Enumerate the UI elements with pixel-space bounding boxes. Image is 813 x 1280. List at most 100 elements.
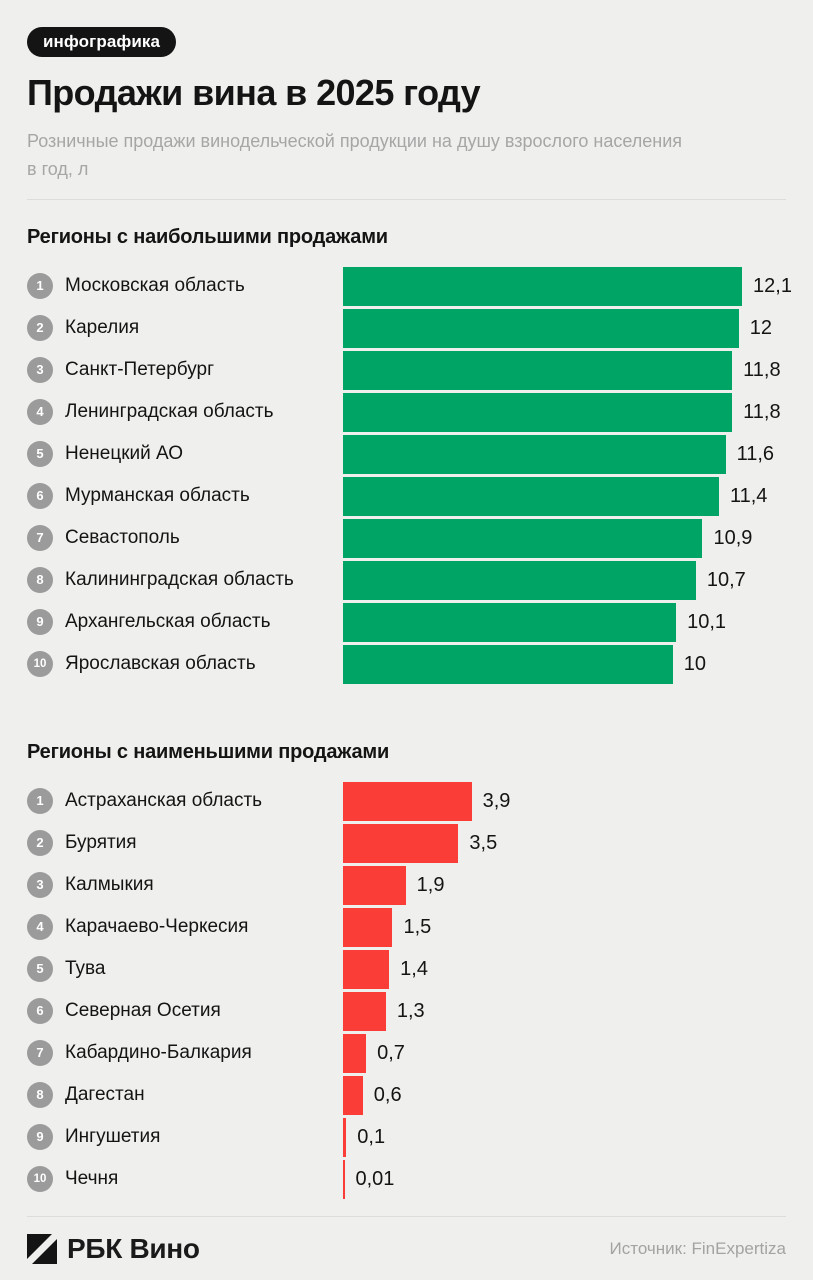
bar: [343, 602, 677, 642]
region-label: Кабардино-Балкария: [65, 1042, 252, 1063]
bar: [343, 266, 743, 306]
bar: [343, 1159, 345, 1199]
infographic-badge-label: инфографика: [43, 32, 161, 51]
rank-badge: 9: [27, 609, 53, 635]
value-label: 11,8: [743, 400, 781, 423]
rank-badge: 1: [27, 788, 53, 814]
value-label: 12,1: [753, 274, 792, 297]
rank-badge: 3: [27, 357, 53, 383]
rank-badge: 4: [27, 914, 53, 940]
chart-row: 3 Калмыкия 1,9: [27, 864, 786, 906]
header-divider: [27, 199, 786, 200]
rank-badge: 7: [27, 1040, 53, 1066]
rank-badge: 8: [27, 567, 53, 593]
bar: [343, 644, 673, 684]
bar: [343, 823, 459, 863]
bottom-regions-heading: Регионы с наименьшими продажами: [27, 741, 390, 763]
footer: РБК Вино Источник: FinExpertiza: [27, 1233, 786, 1265]
chart-row: 1 Московская область 12,1: [27, 265, 792, 307]
brand-name: РБК Вино: [67, 1233, 200, 1264]
value-label: 1,3: [396, 999, 425, 1022]
value-label: 1,5: [403, 915, 432, 938]
chart-row: 3 Санкт-Петербург 11,8: [27, 349, 786, 391]
rank-badge: 6: [27, 998, 53, 1024]
bar: [343, 434, 726, 474]
rank-badge: 10: [27, 651, 53, 677]
value-label: 10,9: [713, 526, 753, 549]
bar: [343, 1033, 367, 1073]
value-label: 3,5: [469, 831, 498, 854]
region-label: Карелия: [65, 317, 140, 338]
rank-badge: 10: [27, 1166, 53, 1192]
region-label: Калининградская область: [65, 569, 294, 590]
value-label: 0,6: [373, 1083, 402, 1106]
value-label: 10,7: [706, 568, 746, 591]
region-label: Мурманская область: [65, 485, 250, 506]
footer-divider: [27, 1216, 786, 1217]
rank-badge: 9: [27, 1124, 53, 1150]
region-label: Калмыкия: [65, 874, 154, 895]
value-label: 11,4: [729, 484, 768, 507]
bar: [343, 991, 386, 1031]
chart-row: 4 Ленинградская область 11,8: [27, 391, 786, 433]
chart-row: 5 Ненецкий АО 11,6: [27, 433, 786, 475]
chart-row: 2 Бурятия 3,5: [27, 822, 786, 864]
region-label: Тува: [65, 958, 106, 979]
value-label: 11,6: [736, 442, 775, 465]
top-regions-heading: Регионы с наибольшими продажами: [27, 226, 388, 248]
bar: [343, 308, 739, 348]
chart-row: 9 Архангельская область 10,1: [27, 601, 786, 643]
bar: [343, 518, 703, 558]
infographic-badge: инфографика: [27, 27, 177, 57]
brand: РБК Вино: [27, 1233, 200, 1265]
chart-row: 9 Ингушетия 0,1: [27, 1116, 786, 1158]
region-label: Ненецкий АО: [65, 443, 184, 464]
chart-row: 7 Севастополь 10,9: [27, 517, 786, 559]
rank-badge: 2: [27, 830, 53, 856]
rbc-logo-icon: [27, 1234, 57, 1264]
rank-badge: 5: [27, 441, 53, 467]
chart-row: 8 Дагестан 0,6: [27, 1074, 786, 1116]
value-label: 11,8: [743, 358, 781, 381]
subtitle-line-1: Розничные продажи винодельческой продукц…: [27, 131, 683, 151]
rank-badge: 6: [27, 483, 53, 509]
bar: [343, 781, 472, 821]
region-label: Ленинградская область: [65, 401, 274, 422]
bar: [343, 560, 696, 600]
chart-row: 8 Калининградская область 10,7: [27, 559, 786, 601]
bottom-regions-chart: 1 Астраханская область 3,9 2 Бурятия 3,5…: [27, 780, 786, 1200]
value-label: 1,4: [400, 957, 428, 980]
value-label: 10: [683, 652, 707, 675]
bar: [343, 392, 733, 432]
bar: [343, 1117, 347, 1157]
region-label: Северная Осетия: [65, 1000, 221, 1021]
chart-row: 5 Тува 1,4: [27, 948, 786, 990]
bar: [343, 907, 393, 947]
chart-row: 6 Северная Осетия 1,3: [27, 990, 786, 1032]
rank-badge: 4: [27, 399, 53, 425]
region-label: Севастополь: [65, 527, 180, 548]
chart-row: 4 Карачаево-Черкесия 1,5: [27, 906, 786, 948]
chart-row: 1 Астраханская область 3,9: [27, 780, 786, 822]
value-label: 12: [749, 316, 772, 339]
chart-row: 2 Карелия 12: [27, 307, 786, 349]
value-label: 0,1: [357, 1125, 386, 1148]
bar: [343, 865, 406, 905]
region-label: Карачаево-Черкесия: [65, 916, 249, 937]
subtitle-line-2: в год, л: [27, 159, 89, 179]
value-label: 1,9: [416, 873, 445, 896]
subtitle: Розничные продажи винодельческой продукц…: [27, 127, 782, 183]
value-label: 3,9: [482, 789, 511, 812]
bar: [343, 476, 719, 516]
region-label: Санкт-Петербург: [65, 359, 215, 380]
top-regions-chart: 1 Московская область 12,1 2 Карелия 12 3…: [27, 265, 792, 685]
chart-row: 7 Кабардино-Балкария 0,7: [27, 1032, 786, 1074]
page-title: Продажи вина в 2025 году: [27, 72, 481, 113]
region-label: Ингушетия: [65, 1126, 161, 1147]
chart-row: 10 Чечня 0,01: [27, 1158, 786, 1200]
rank-badge: 3: [27, 872, 53, 898]
value-label: 0,01: [355, 1167, 395, 1190]
rank-badge: 2: [27, 315, 53, 341]
rank-badge: 7: [27, 525, 53, 551]
